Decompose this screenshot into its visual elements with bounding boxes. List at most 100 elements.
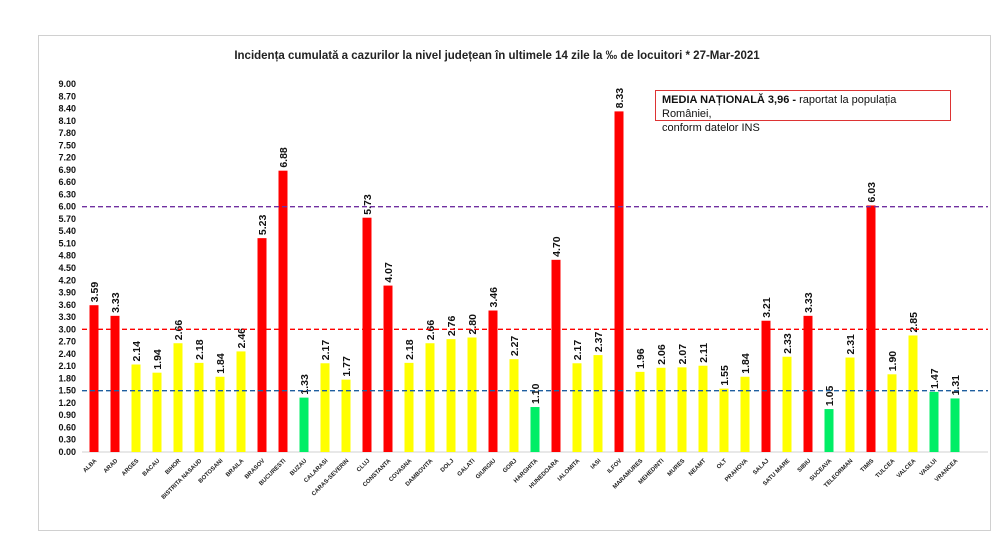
bar-buzau [299, 397, 309, 452]
value-label: 1.47 [929, 368, 941, 389]
y-tick-label: 7.80 [58, 128, 76, 138]
bar-dambovita [425, 343, 435, 452]
bar-vaslui [929, 391, 939, 452]
x-tick-label: ILFOV [607, 458, 624, 475]
bar-cluj [362, 217, 372, 452]
x-tick-label: IALOMITA [557, 458, 582, 483]
value-label: 2.07 [677, 344, 689, 365]
x-tick-label: ALBA [82, 458, 98, 474]
value-label: 6.03 [866, 182, 878, 203]
bar-alba [89, 305, 99, 452]
y-tick-label: 8.70 [58, 91, 76, 101]
value-label: 2.46 [236, 328, 248, 349]
national-average-note: MEDIA NAȚIONALĂ 3,96 - raportat la popul… [655, 90, 951, 134]
bar-prahova [740, 376, 750, 452]
bar-bistrita-nasaud [194, 362, 204, 452]
bar-arges [131, 364, 141, 452]
x-tick-label: VASLUI [919, 458, 939, 478]
value-label: 1.90 [887, 351, 899, 372]
x-tick-label: VRANCEA [934, 458, 960, 484]
bar-hunedoara [551, 259, 561, 452]
value-label: 2.18 [404, 339, 416, 360]
y-tick-label: 7.20 [58, 153, 76, 163]
bar-mures [677, 367, 687, 452]
y-tick-label: 3.90 [58, 288, 76, 298]
bar-giurgiu [488, 310, 498, 452]
bar-brasov [257, 238, 267, 452]
value-label: 2.06 [656, 344, 668, 365]
y-tick-label: 8.10 [58, 116, 76, 126]
bar-tulcea [887, 374, 897, 452]
value-label: 8.33 [614, 88, 626, 109]
x-tick-label: VALCEA [896, 458, 918, 480]
y-tick-label: 1.20 [58, 398, 76, 408]
x-tick-label: GIURGIU [475, 458, 497, 480]
value-label: 3.59 [89, 282, 101, 303]
value-label: 2.80 [467, 314, 479, 335]
bar-galati [467, 337, 477, 452]
chart-frame [38, 35, 991, 531]
bar-suceava [824, 409, 834, 452]
value-label: 2.11 [698, 343, 710, 363]
x-tick-label: BIHOR [164, 458, 182, 476]
value-label: 2.17 [320, 340, 332, 361]
y-tick-label: 8.40 [58, 104, 76, 114]
bar-salaj [761, 320, 771, 452]
bar-covasna [404, 362, 414, 452]
x-tick-label: OLT [716, 458, 729, 471]
value-label: 2.85 [908, 312, 920, 333]
note-bold: MEDIA NAȚIONALĂ 3,96 - [662, 94, 797, 106]
value-label: 1.33 [299, 374, 311, 395]
value-label: 2.76 [446, 316, 458, 337]
bar-valcea [908, 335, 918, 452]
value-label: 1.94 [152, 349, 164, 370]
y-tick-label: 4.50 [58, 263, 76, 273]
x-tick-label: CARAS-SEVERIN [311, 458, 350, 497]
value-label: 1.77 [341, 356, 353, 377]
y-tick-label: 4.20 [58, 275, 76, 285]
value-label: 1.10 [530, 383, 542, 404]
y-tick-label: 2.70 [58, 337, 76, 347]
bar-bacau [152, 372, 162, 452]
note-rest: raportat la populația României, [662, 94, 897, 120]
bar-caras-severin [341, 379, 351, 452]
x-tick-label: BUZAU [289, 458, 308, 477]
y-tick-label: 3.60 [58, 300, 76, 310]
x-tick-label: TULCEA [875, 458, 897, 480]
x-tick-label: SALAJ [752, 458, 770, 476]
y-tick-label: 1.80 [58, 373, 76, 383]
bar-satu-mare [782, 356, 792, 452]
value-label: 4.07 [383, 262, 395, 283]
value-label: 1.55 [719, 365, 731, 386]
bar-ilfov [614, 111, 624, 452]
bar-bucuresti [278, 170, 288, 452]
bar-vrancea [950, 398, 960, 452]
value-label: 2.37 [593, 331, 605, 352]
y-tick-label: 2.40 [58, 349, 76, 359]
value-label: 1.96 [635, 348, 647, 369]
y-tick-label: 0.30 [58, 435, 76, 445]
bar-maramures [635, 371, 645, 452]
y-tick-label: 5.40 [58, 226, 76, 236]
bar-dolj [446, 339, 456, 452]
value-label: 1.84 [740, 353, 752, 374]
bar-bihor [173, 343, 183, 452]
x-tick-label: SIBIU [797, 458, 813, 474]
value-label: 3.33 [803, 292, 815, 313]
x-tick-label: ARAD [103, 458, 120, 475]
y-tick-label: 7.50 [58, 140, 76, 150]
value-label: 2.18 [194, 339, 206, 360]
x-tick-label: BRAILA [225, 458, 246, 479]
bar-constanta [383, 285, 393, 452]
y-tick-label: 3.30 [58, 312, 76, 322]
x-tick-label: ARGES [121, 458, 140, 477]
bar-gorj [509, 359, 519, 452]
y-tick-label: 5.10 [58, 238, 76, 248]
x-tick-label: IASI [590, 458, 603, 471]
y-tick-label: 0.00 [58, 447, 76, 457]
x-tick-label: PRAHOVA [724, 458, 750, 484]
value-label: 5.23 [257, 215, 269, 236]
bar-arad [110, 315, 120, 452]
x-tick-label: DOLJ [440, 458, 456, 474]
